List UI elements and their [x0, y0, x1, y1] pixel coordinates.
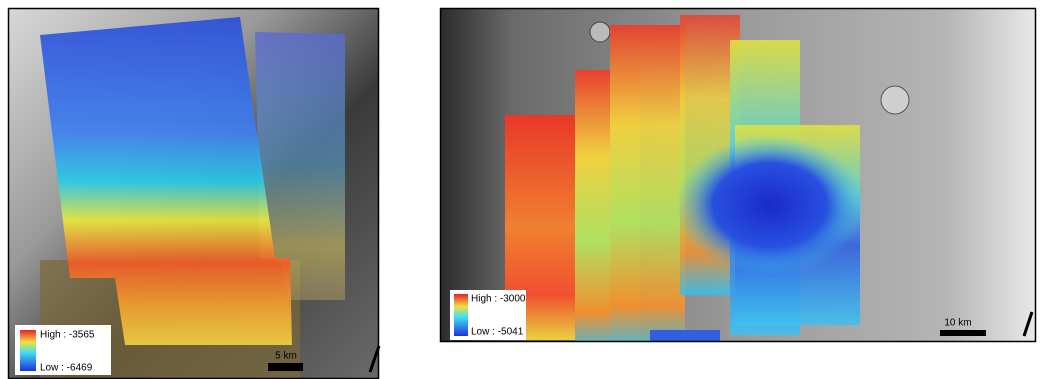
scale-bar — [940, 330, 986, 336]
legend-low: Low : -5041 — [471, 327, 524, 338]
legend-high: High : -3000 — [471, 294, 526, 305]
dem-tile — [610, 25, 685, 355]
dem-crater — [675, 135, 865, 275]
legend-low: Low : -6469 — [40, 363, 93, 374]
scale-bar-label: 10 km — [944, 318, 971, 329]
basemap-crater — [590, 22, 610, 42]
basemap-crater — [881, 86, 909, 114]
map-panel-2: High : -3000 Low : -5041 10 km — [441, 9, 1036, 379]
map-panel-1: High : -3565 Low : -6469 5 km — [9, 9, 380, 379]
figure: High : -3565 Low : -6469 5 km High : -30… — [0, 0, 1041, 379]
dem-tile — [650, 330, 720, 379]
scale-bar-label: 5 km — [275, 351, 297, 362]
legend-color-ramp — [454, 294, 468, 336]
legend-high: High : -3565 — [40, 330, 95, 341]
scale-bar — [268, 363, 303, 371]
legend-color-ramp — [20, 330, 36, 371]
